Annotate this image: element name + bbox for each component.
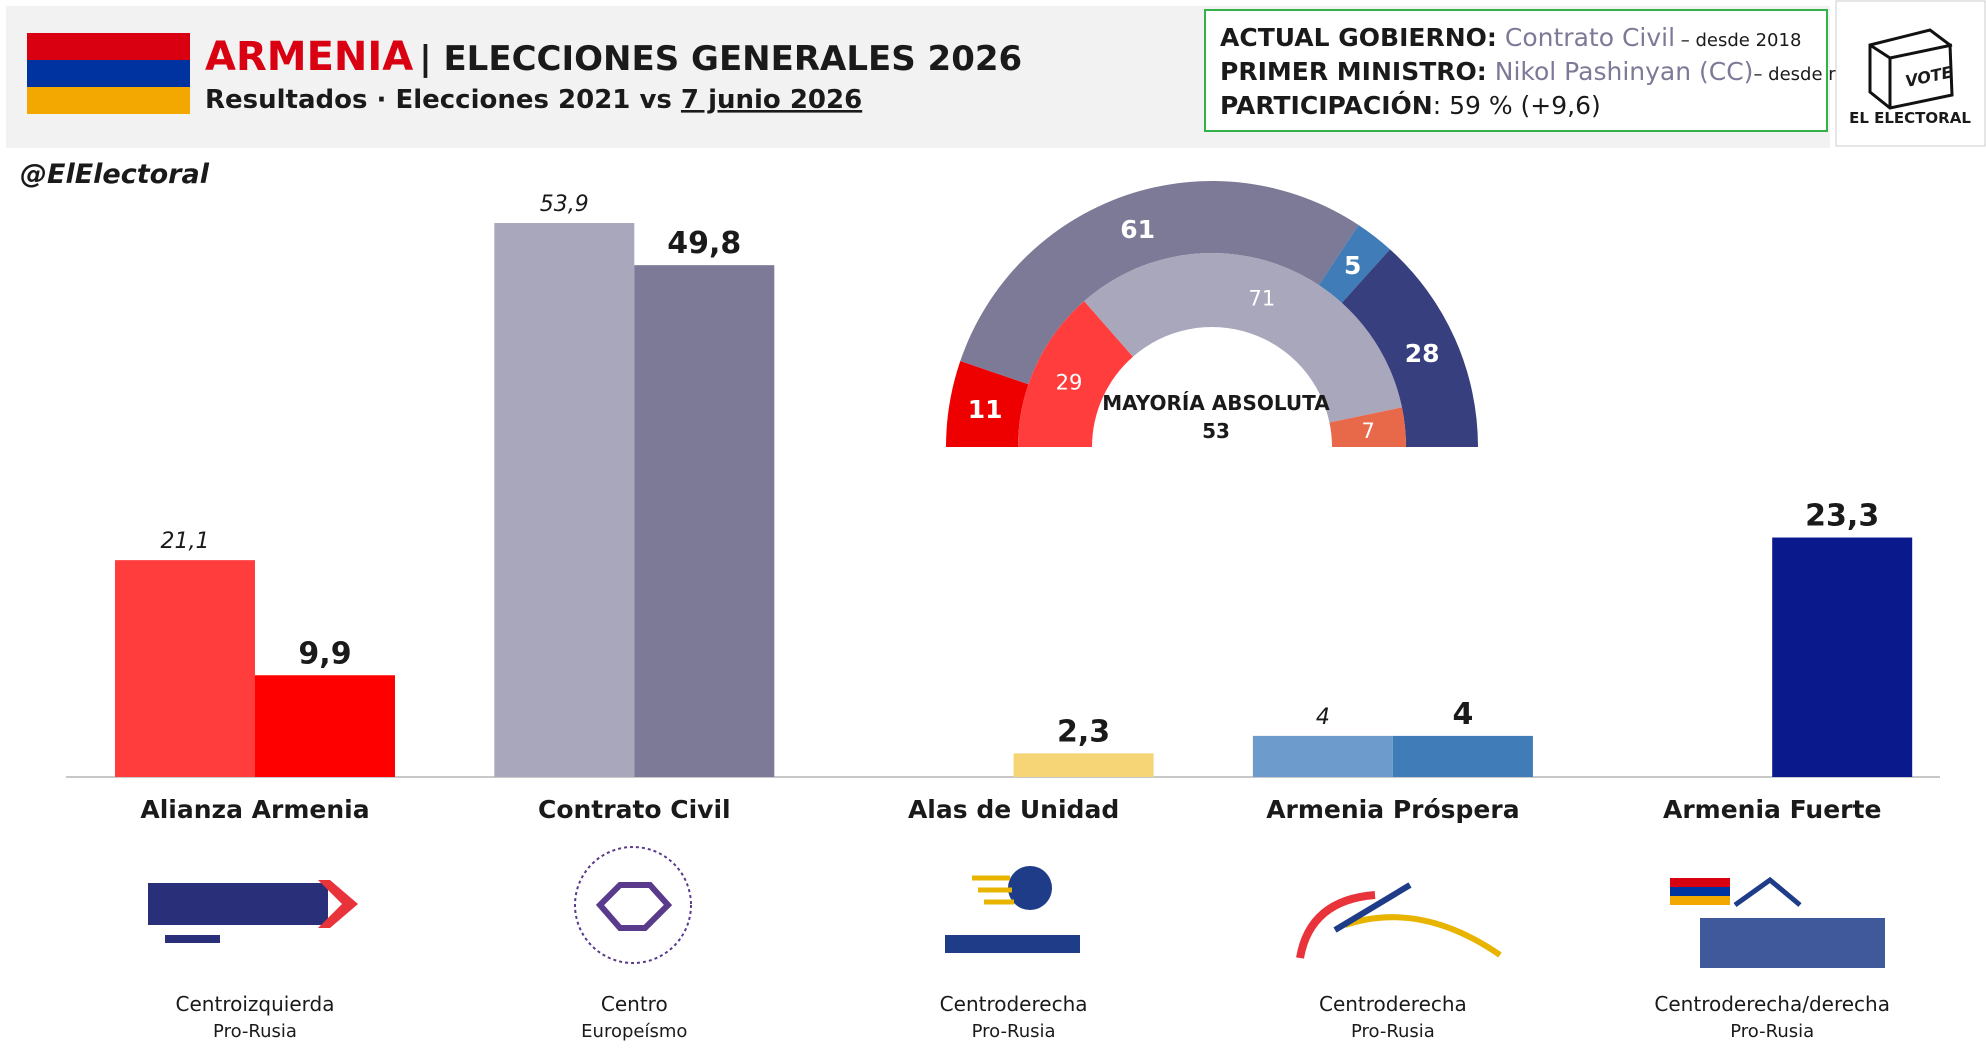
seat-label: 71 <box>1248 286 1275 310</box>
logo-alianza <box>148 880 358 943</box>
value-label: 53,9 <box>540 192 589 217</box>
value-label: 49,8 <box>667 226 741 261</box>
info-value: Nikol Pashinyan (CC) <box>1495 57 1754 86</box>
info-box <box>1204 9 1828 132</box>
alignment-label: Pro-Rusia <box>1351 1021 1435 1042</box>
title-rest: | ELECCIONES GENERALES 2026 <box>419 39 1022 79</box>
logo: VOTE EL ELECTORAL <box>1835 0 1986 147</box>
bar <box>255 675 395 777</box>
info-line: PARTICIPACIÓN: 59 % (+9,6) <box>1220 90 1601 120</box>
flag <box>27 33 190 114</box>
value-label: 2,3 <box>1057 714 1110 749</box>
logo-fuerte <box>1670 876 1885 968</box>
ideology-label: Centro <box>601 992 668 1016</box>
ideology-label: Centroizquierda <box>176 992 335 1016</box>
seat-segment <box>1084 253 1402 423</box>
subtitle: Resultados · Elecciones 2021 vs 7 junio … <box>205 85 862 115</box>
majority-value: 53 <box>1202 419 1230 443</box>
title-country: ARMENIA <box>205 34 413 80</box>
seat-label: 28 <box>1405 339 1440 368</box>
bar <box>1772 537 1913 777</box>
seat-segment <box>960 181 1359 385</box>
seat-segment <box>1341 249 1478 447</box>
category-label: Alas de Unidad <box>908 795 1119 824</box>
ideology-label: Centroderecha <box>1319 992 1467 1016</box>
value-label: 21,1 <box>161 529 210 554</box>
bar <box>1013 753 1154 777</box>
info-note: – desde 2018 <box>1675 30 1801 51</box>
alignment-label: Europeísmo <box>581 1021 687 1042</box>
subtitle-date: 7 junio 2026 <box>681 85 862 115</box>
ideology-label: Centroderecha <box>940 992 1088 1016</box>
bar <box>115 560 255 777</box>
alignment-label: Pro-Rusia <box>972 1021 1056 1042</box>
value-label: 9,9 <box>298 636 351 671</box>
seat-segment <box>1318 225 1390 303</box>
seat-label: 7 <box>1361 419 1374 443</box>
ballot-box-edge <box>1869 43 1953 108</box>
bar <box>634 265 775 777</box>
category-label: Armenia Próspera <box>1266 795 1519 824</box>
logo-alas <box>945 866 1080 953</box>
party-logos <box>148 846 1885 968</box>
subtitle-text: Resultados · Elecciones 2021 vs <box>205 85 681 115</box>
info-label: ACTUAL GOBIERNO: <box>1220 23 1497 52</box>
seat-segment <box>1329 407 1406 447</box>
logo-prospera <box>1296 882 1502 959</box>
info-line: ACTUAL GOBIERNO: Contrato Civil – desde 2… <box>1220 23 1801 52</box>
seat-label: 61 <box>1120 215 1155 244</box>
value-label: 4 <box>1316 705 1330 730</box>
seat-label: 11 <box>968 395 1003 424</box>
logo-contrato <box>574 846 692 964</box>
alignment-label: Pro-Rusia <box>213 1021 297 1042</box>
bar <box>1392 735 1533 777</box>
category-label: Armenia Fuerte <box>1663 795 1881 824</box>
title: ARMENIA | ELECCIONES GENERALES 2026 <box>205 34 1022 80</box>
seat-segment <box>946 361 1029 447</box>
info-label: PARTICIPACIÓN <box>1220 90 1433 120</box>
logo-name: EL ELECTORAL <box>1849 109 1971 127</box>
category-label: Contrato Civil <box>538 795 731 824</box>
bar <box>1252 735 1393 777</box>
info-label: PRIMER MINISTRO: <box>1220 57 1487 86</box>
info-value: Contrato Civil <box>1505 23 1675 52</box>
value-label: 4 <box>1452 697 1473 732</box>
seat-label: 29 <box>1056 371 1083 395</box>
value-label: 23,3 <box>1805 499 1879 534</box>
seat-segment <box>1018 301 1133 447</box>
majority-label: MAYORÍA ABSOLUTA <box>1102 391 1330 415</box>
ideology-label: Centroderecha/derecha <box>1654 992 1890 1016</box>
alignment-label: Pro-Rusia <box>1730 1021 1814 1042</box>
info-value: : 59 % (+9,6) <box>1433 91 1601 120</box>
category-label: Alianza Armenia <box>140 795 369 824</box>
bar <box>494 223 635 777</box>
handle: @ElElectoral <box>20 159 210 190</box>
seat-label: 5 <box>1344 251 1361 280</box>
